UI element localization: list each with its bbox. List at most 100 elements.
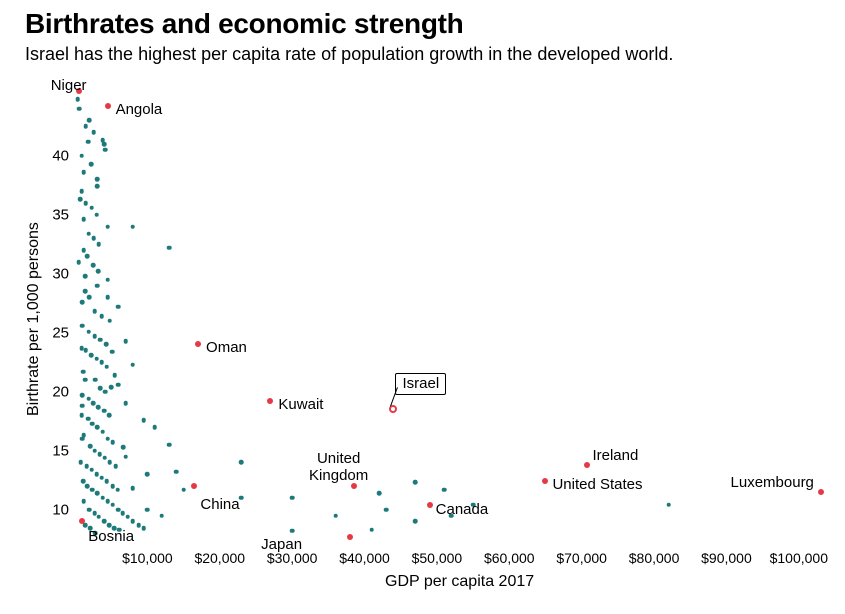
data-point [413, 519, 418, 524]
data-point [98, 386, 103, 391]
data-point [442, 487, 447, 492]
data-point [113, 464, 118, 469]
data-point [109, 385, 114, 390]
x-tick: $40,000 [339, 550, 390, 566]
chart-container: Birthrates and economic strength Israel … [0, 0, 845, 614]
y-tick: 10 [45, 501, 69, 518]
data-point [84, 464, 89, 469]
data-point [87, 295, 92, 300]
data-point [105, 479, 110, 484]
y-tick: 30 [45, 265, 69, 282]
data-point [145, 472, 150, 477]
data-point [89, 467, 94, 472]
data-point [104, 342, 109, 347]
data-point [94, 212, 99, 217]
data-point [102, 408, 107, 413]
data-point [96, 269, 101, 274]
data-point [107, 460, 112, 465]
data-point [90, 421, 95, 426]
data-point [81, 217, 86, 222]
data-point [103, 148, 108, 153]
y-tick: 15 [45, 442, 69, 459]
data-point-highlighted [191, 483, 197, 489]
data-point [413, 480, 418, 485]
y-tick: 35 [45, 206, 69, 223]
data-point [116, 304, 121, 309]
data-point [113, 373, 118, 378]
data-point [86, 329, 91, 334]
data-point [102, 519, 107, 524]
data-point [100, 429, 105, 434]
data-point [97, 452, 102, 457]
data-point [105, 277, 110, 282]
data-point [167, 442, 172, 447]
data-point [86, 139, 91, 144]
data-point [84, 201, 89, 206]
data-point [131, 362, 136, 367]
data-point [123, 401, 128, 406]
data-point [83, 289, 88, 294]
data-point [79, 413, 84, 418]
data-point [99, 360, 104, 365]
data-point [89, 353, 94, 358]
data-point [110, 484, 115, 489]
data-point [110, 503, 115, 508]
data-point [99, 475, 104, 480]
data-point [181, 487, 186, 492]
annotation-label: China [200, 496, 239, 513]
data-point [103, 389, 108, 394]
plot-area: IsraelNigerAngolaOmanKuwaitChinaBosniaUn… [75, 85, 835, 545]
data-point [174, 470, 179, 475]
chart-subtitle: Israel has the highest per capita rate o… [25, 44, 673, 65]
data-point [86, 416, 91, 421]
data-point [145, 507, 150, 512]
data-point [86, 396, 91, 401]
data-point [92, 236, 97, 241]
data-point [290, 496, 295, 501]
data-point [131, 224, 136, 229]
data-point [78, 197, 83, 202]
annotation-label: Angola [116, 101, 163, 118]
annotation-label: Canada [436, 501, 489, 518]
annotation-label: Kuwait [278, 396, 323, 413]
x-tick: $50,000 [412, 550, 463, 566]
data-point [87, 507, 92, 512]
data-point [152, 425, 157, 430]
data-point [126, 514, 131, 519]
data-point [90, 487, 95, 492]
annotation-label: Bosnia [88, 528, 134, 545]
data-point [81, 248, 86, 253]
data-point [110, 440, 115, 445]
data-point [100, 496, 105, 501]
data-point [107, 523, 112, 528]
data-point [123, 339, 128, 344]
data-point [94, 356, 99, 361]
data-point [333, 513, 338, 518]
data-point [107, 413, 112, 418]
data-point [95, 283, 100, 288]
data-point [121, 445, 126, 450]
data-point [95, 177, 100, 182]
data-point [102, 455, 107, 460]
data-point [290, 529, 295, 534]
data-point [81, 369, 86, 374]
x-tick: $100,000 [770, 550, 828, 566]
data-point [369, 527, 374, 532]
data-point [88, 444, 93, 449]
data-point [77, 106, 82, 111]
data-point-highlighted [79, 518, 85, 524]
x-tick: $60,000 [484, 550, 535, 566]
y-tick: 40 [45, 147, 69, 164]
data-point [110, 349, 115, 354]
y-axis-label: Birthrate per 1,000 persons [25, 222, 43, 416]
data-point [83, 378, 88, 383]
data-point [105, 437, 110, 442]
data-point [99, 314, 104, 319]
annotation-label: Ireland [592, 447, 638, 464]
x-tick: $70,000 [556, 550, 607, 566]
data-point-highlighted [427, 502, 433, 508]
data-point [92, 448, 97, 453]
data-point [81, 479, 86, 484]
data-point [115, 487, 120, 492]
x-tick: $80,000 [629, 550, 680, 566]
